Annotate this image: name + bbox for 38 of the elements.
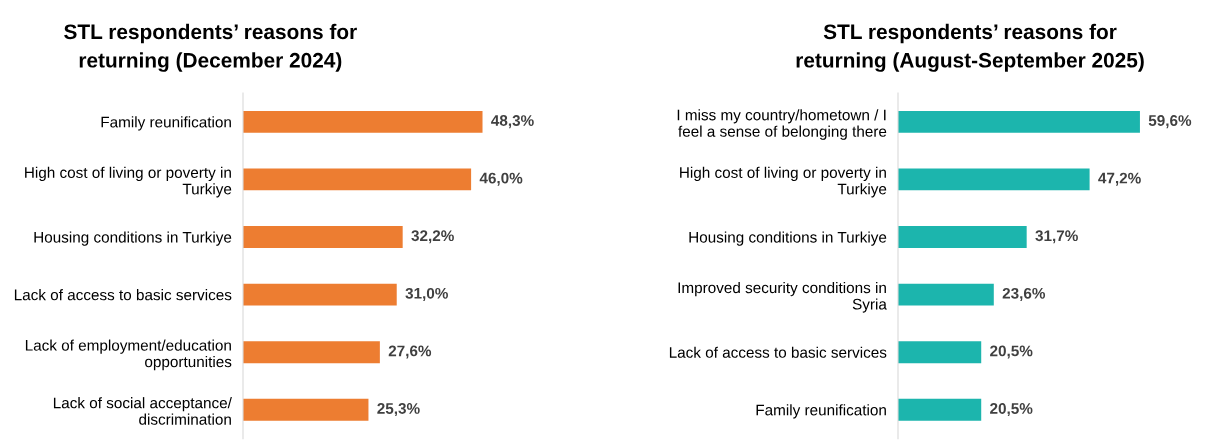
y-tick-label: Family reunification — [756, 404, 886, 419]
bar — [243, 341, 380, 364]
y-tick-label: Lack of employment/education opportunities — [25, 339, 232, 371]
data-label: 25,3% — [377, 403, 420, 417]
bar — [898, 283, 994, 306]
bar — [243, 283, 397, 306]
y-tick-label: High cost of living or poverty in Turkiye — [25, 166, 232, 198]
data-label: 47,2% — [1098, 172, 1141, 186]
y-tick-label: Lack of access to basic services — [14, 289, 232, 301]
data-label: 20,5% — [990, 403, 1033, 417]
chart-title: STL respondents’ reasons for returning (December 2024) — [64, 23, 357, 72]
data-label: 31,0% — [405, 287, 448, 301]
bar — [243, 398, 369, 421]
y-tick-label: Housing conditions in Turkiye — [34, 231, 232, 246]
data-label: 32,2% — [411, 230, 454, 244]
bar — [898, 168, 1090, 191]
data-label: 27,6% — [388, 345, 432, 359]
y-tick-label: Housing conditions in Turkiye — [689, 231, 887, 246]
data-label: 23,6% — [1002, 287, 1046, 301]
data-label: 46,0% — [479, 172, 523, 186]
bar — [243, 168, 472, 191]
bar — [898, 398, 982, 421]
bar — [243, 110, 483, 133]
bar — [898, 226, 1027, 248]
y-tick-label: Improved security conditions in Syria — [678, 281, 887, 313]
chart-title: STL respondents’ reasons for returning (August-September 2025) — [796, 23, 1144, 72]
data-label: 20,5% — [990, 345, 1033, 359]
y-tick-label: Lack of access to basic services — [669, 346, 887, 358]
bar — [243, 226, 403, 248]
bar — [898, 110, 1140, 133]
data-label: 48,3% — [491, 115, 534, 129]
y-tick-label: Family reunification — [101, 116, 231, 131]
bar — [898, 341, 982, 364]
y-tick-label: I miss my country/hometown / I feel a sense of belonging there — [677, 109, 887, 140]
y-tick-label: High cost of living or poverty in Turkiye — [680, 166, 887, 198]
data-label: 31,7% — [1035, 230, 1078, 244]
data-label: 59,6% — [1148, 115, 1192, 129]
y-tick-label: Lack of social acceptance/ discrimination — [53, 397, 232, 425]
